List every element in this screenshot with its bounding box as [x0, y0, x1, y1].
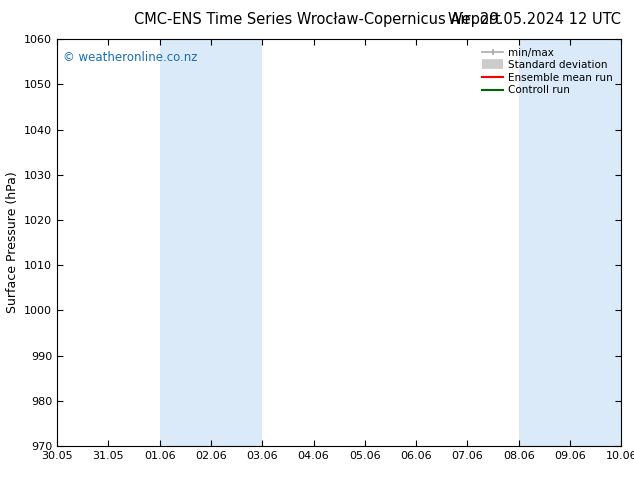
Y-axis label: Surface Pressure (hPa): Surface Pressure (hPa) [6, 172, 18, 314]
Legend: min/max, Standard deviation, Ensemble mean run, Controll run: min/max, Standard deviation, Ensemble me… [479, 45, 616, 98]
Text: CMC-ENS Time Series Wrocław-Copernicus Airport: CMC-ENS Time Series Wrocław-Copernicus A… [134, 12, 500, 27]
Text: © weatheronline.co.nz: © weatheronline.co.nz [63, 51, 197, 64]
Text: We. 29.05.2024 12 UTC: We. 29.05.2024 12 UTC [448, 12, 621, 27]
Bar [160, 39, 262, 446]
Bar [519, 39, 621, 446]
